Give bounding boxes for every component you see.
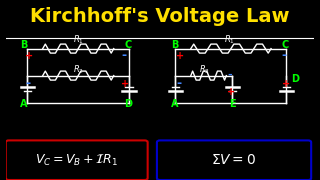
Text: +: + xyxy=(176,51,184,61)
FancyBboxPatch shape xyxy=(157,140,311,180)
Text: E: E xyxy=(229,99,236,109)
Text: $V_C = V_B + \mathcal{I}R_1$: $V_C = V_B + \mathcal{I}R_1$ xyxy=(35,153,118,168)
Text: -: - xyxy=(25,77,30,90)
Text: D: D xyxy=(124,99,132,109)
Text: -: - xyxy=(176,77,181,90)
Text: B: B xyxy=(171,40,178,50)
FancyBboxPatch shape xyxy=(6,140,148,180)
Text: -: - xyxy=(227,69,232,79)
Text: +: + xyxy=(25,51,33,61)
Text: $\Sigma V = 0$: $\Sigma V = 0$ xyxy=(212,153,257,167)
Text: $R_2$: $R_2$ xyxy=(73,64,84,76)
Text: $R_1$: $R_1$ xyxy=(224,33,235,46)
Text: -: - xyxy=(121,49,127,62)
Text: +: + xyxy=(282,79,290,89)
Text: $R_1$: $R_1$ xyxy=(73,33,84,46)
Text: C: C xyxy=(124,40,132,50)
Text: B: B xyxy=(20,40,27,50)
Text: Kirchhoff's Voltage Law: Kirchhoff's Voltage Law xyxy=(30,7,290,26)
Text: -: - xyxy=(282,49,287,62)
Text: +: + xyxy=(227,87,236,96)
Text: A: A xyxy=(171,99,178,109)
Text: C: C xyxy=(282,40,289,50)
Text: D: D xyxy=(291,74,299,84)
Text: A: A xyxy=(20,99,27,109)
Text: $R_2$: $R_2$ xyxy=(199,64,210,76)
Text: +: + xyxy=(121,79,130,89)
